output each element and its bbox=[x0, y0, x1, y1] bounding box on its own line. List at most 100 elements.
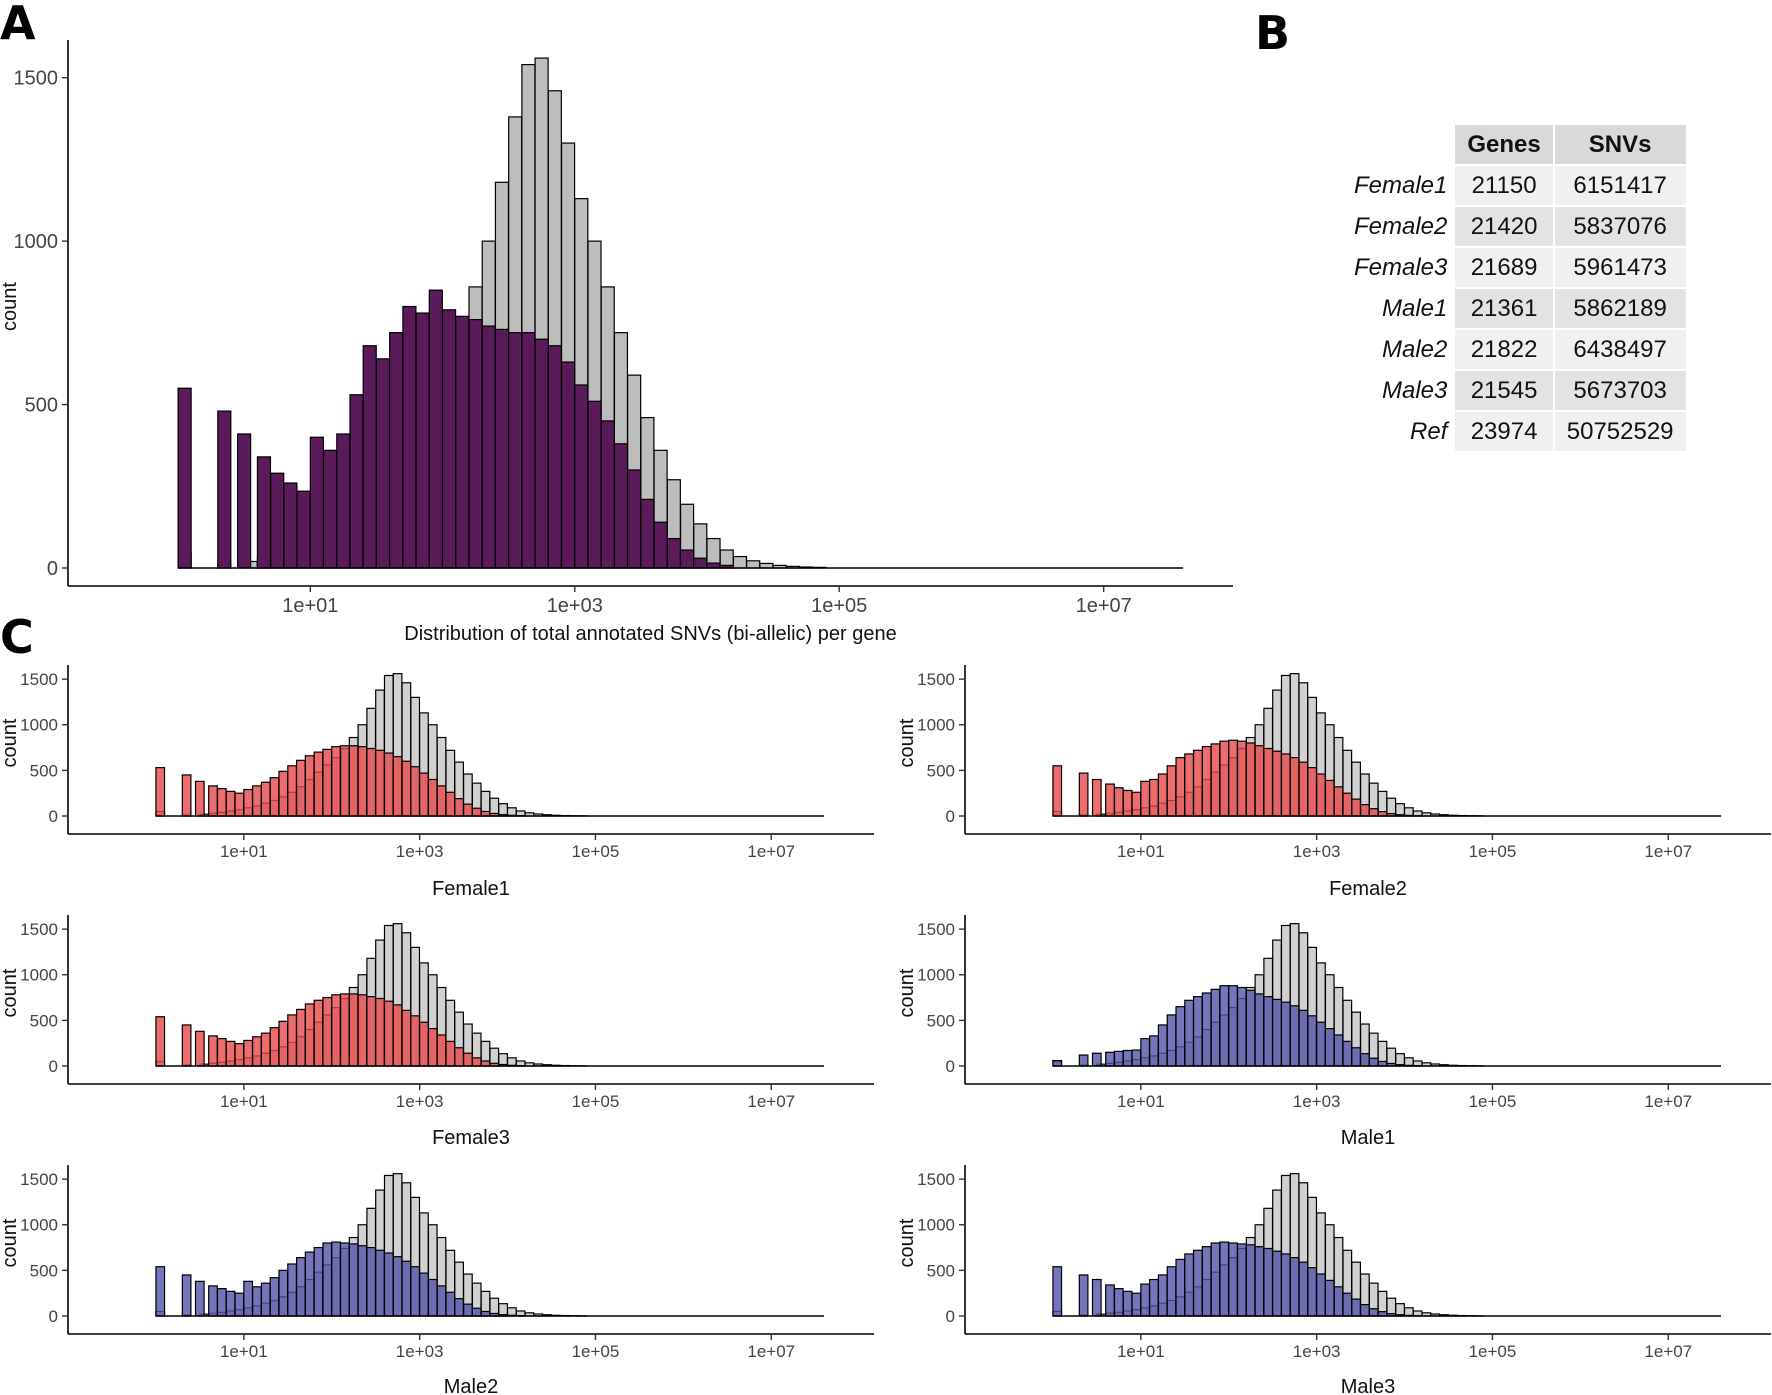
bar-sample bbox=[216, 788, 227, 817]
y-tick-label: 1000 bbox=[917, 716, 955, 735]
bar-sample bbox=[225, 790, 236, 817]
bar-sample bbox=[322, 996, 333, 1067]
bar-sample bbox=[1280, 753, 1291, 817]
y-tick-label: 500 bbox=[30, 1261, 58, 1280]
bar-sample bbox=[252, 1036, 262, 1067]
bar-sample bbox=[260, 1282, 271, 1317]
snvs-cell: 5862189 bbox=[1554, 289, 1686, 328]
bar-sample bbox=[1140, 1038, 1151, 1067]
bar-ref bbox=[732, 555, 748, 569]
col-header-snvs: SNVs bbox=[1554, 125, 1686, 164]
bar-sample bbox=[427, 1278, 438, 1317]
bar-sample bbox=[322, 1242, 333, 1317]
x-tick-label: 1e+03 bbox=[396, 1342, 444, 1361]
bar-sample bbox=[1254, 1246, 1265, 1317]
bar-sample bbox=[1228, 1242, 1238, 1317]
bar-sample bbox=[194, 1280, 205, 1317]
bar-sample bbox=[1245, 742, 1256, 817]
bar-sample bbox=[1280, 1001, 1291, 1067]
bar-sample bbox=[666, 537, 681, 569]
bar-sample bbox=[295, 1008, 306, 1067]
bar-sample bbox=[547, 345, 562, 569]
bar-sample bbox=[313, 1246, 324, 1317]
bar-sample bbox=[427, 778, 438, 817]
bar-sample bbox=[1192, 1249, 1203, 1317]
bar-sample bbox=[1219, 985, 1230, 1067]
x-tick-label: 1e+01 bbox=[220, 1342, 268, 1361]
y-tick-label: 500 bbox=[927, 761, 955, 780]
bar-sample bbox=[1149, 778, 1159, 817]
bar-sample bbox=[1236, 986, 1247, 1067]
bar-sample bbox=[640, 498, 655, 569]
bar-sample bbox=[1192, 996, 1203, 1067]
y-tick-label: 0 bbox=[49, 807, 58, 826]
bar-sample bbox=[480, 1060, 491, 1067]
bar-sample bbox=[366, 996, 377, 1067]
bar-sample bbox=[181, 774, 192, 817]
bar-sample bbox=[194, 1030, 205, 1067]
genes-cell: 23974 bbox=[1455, 412, 1553, 451]
bar-sample bbox=[1263, 996, 1274, 1067]
bar-sample bbox=[155, 1016, 166, 1067]
bar-sample bbox=[436, 1285, 447, 1317]
bar-sample bbox=[427, 1027, 438, 1067]
table-row: Female2 21420 5837076 bbox=[1342, 207, 1686, 246]
bar-sample bbox=[463, 803, 473, 817]
bar-sample bbox=[1140, 1283, 1151, 1317]
bar-sample bbox=[1219, 1241, 1230, 1317]
bar-sample bbox=[269, 1277, 280, 1317]
bar-sample bbox=[243, 1280, 254, 1317]
bar-sample bbox=[1324, 1027, 1335, 1067]
bar-sample bbox=[278, 1269, 289, 1317]
bar-sample bbox=[1263, 747, 1274, 817]
bar-sample bbox=[339, 745, 350, 817]
snvs-cell: 50752529 bbox=[1554, 412, 1686, 451]
bar-sample bbox=[269, 777, 280, 817]
genes-cell: 21822 bbox=[1455, 330, 1553, 369]
x-tick-label: 1e+07 bbox=[1644, 1092, 1692, 1111]
bar-sample bbox=[627, 469, 642, 569]
bar-sample bbox=[521, 332, 536, 569]
bar-sample bbox=[357, 994, 368, 1067]
chart-a: 0 500 1000 1500 1e+01 1e+03 1e+05 1e+07 Distribu… bbox=[0, 40, 1233, 645]
bar-sample bbox=[401, 1009, 412, 1067]
bar-sample bbox=[375, 358, 391, 569]
bar-sample bbox=[287, 1014, 297, 1067]
bar-sample bbox=[243, 1039, 254, 1067]
bar-sample bbox=[392, 1256, 403, 1317]
bar-sample bbox=[366, 1246, 377, 1317]
bar-sample bbox=[252, 1286, 262, 1317]
bar-sample bbox=[1210, 988, 1221, 1067]
bar-sample bbox=[534, 338, 549, 569]
bar-sample bbox=[402, 305, 417, 569]
y-tick-label: 1500 bbox=[20, 1170, 58, 1189]
bar-sample bbox=[481, 325, 496, 569]
bar-sample bbox=[177, 387, 192, 569]
bar-sample bbox=[419, 772, 429, 817]
bar-sample bbox=[269, 1027, 280, 1067]
x-tick-label: 1e+07 bbox=[747, 1342, 795, 1361]
row-name: Male3 bbox=[1382, 376, 1448, 404]
x-tick-label: 1e+01 bbox=[1117, 1092, 1165, 1111]
row-name: Male1 bbox=[1382, 294, 1448, 322]
table-row: Male3 21545 5673703 bbox=[1342, 371, 1686, 410]
col-header-genes: Genes bbox=[1455, 125, 1553, 164]
y-tick-label: 0 bbox=[946, 807, 955, 826]
y-tick-label: 1500 bbox=[917, 1170, 955, 1189]
bar-sample bbox=[454, 1047, 464, 1067]
bar-sample bbox=[336, 433, 351, 569]
bar-sample bbox=[295, 1256, 306, 1317]
bar-sample bbox=[401, 760, 412, 817]
bar-sample bbox=[375, 997, 385, 1067]
bar-sample bbox=[1184, 1253, 1194, 1317]
bar-sample bbox=[653, 521, 668, 569]
y-axis-label: count bbox=[896, 718, 918, 767]
bar-sample bbox=[155, 1266, 166, 1317]
bar-sample bbox=[309, 436, 324, 569]
bar-sample bbox=[287, 765, 297, 817]
bar-sample bbox=[1105, 783, 1115, 817]
x-axis-label: Male1 bbox=[1341, 1127, 1395, 1149]
x-axis-label: Male3 bbox=[1341, 1376, 1395, 1395]
bar-sample bbox=[1052, 765, 1063, 817]
bar-sample bbox=[1254, 745, 1265, 817]
